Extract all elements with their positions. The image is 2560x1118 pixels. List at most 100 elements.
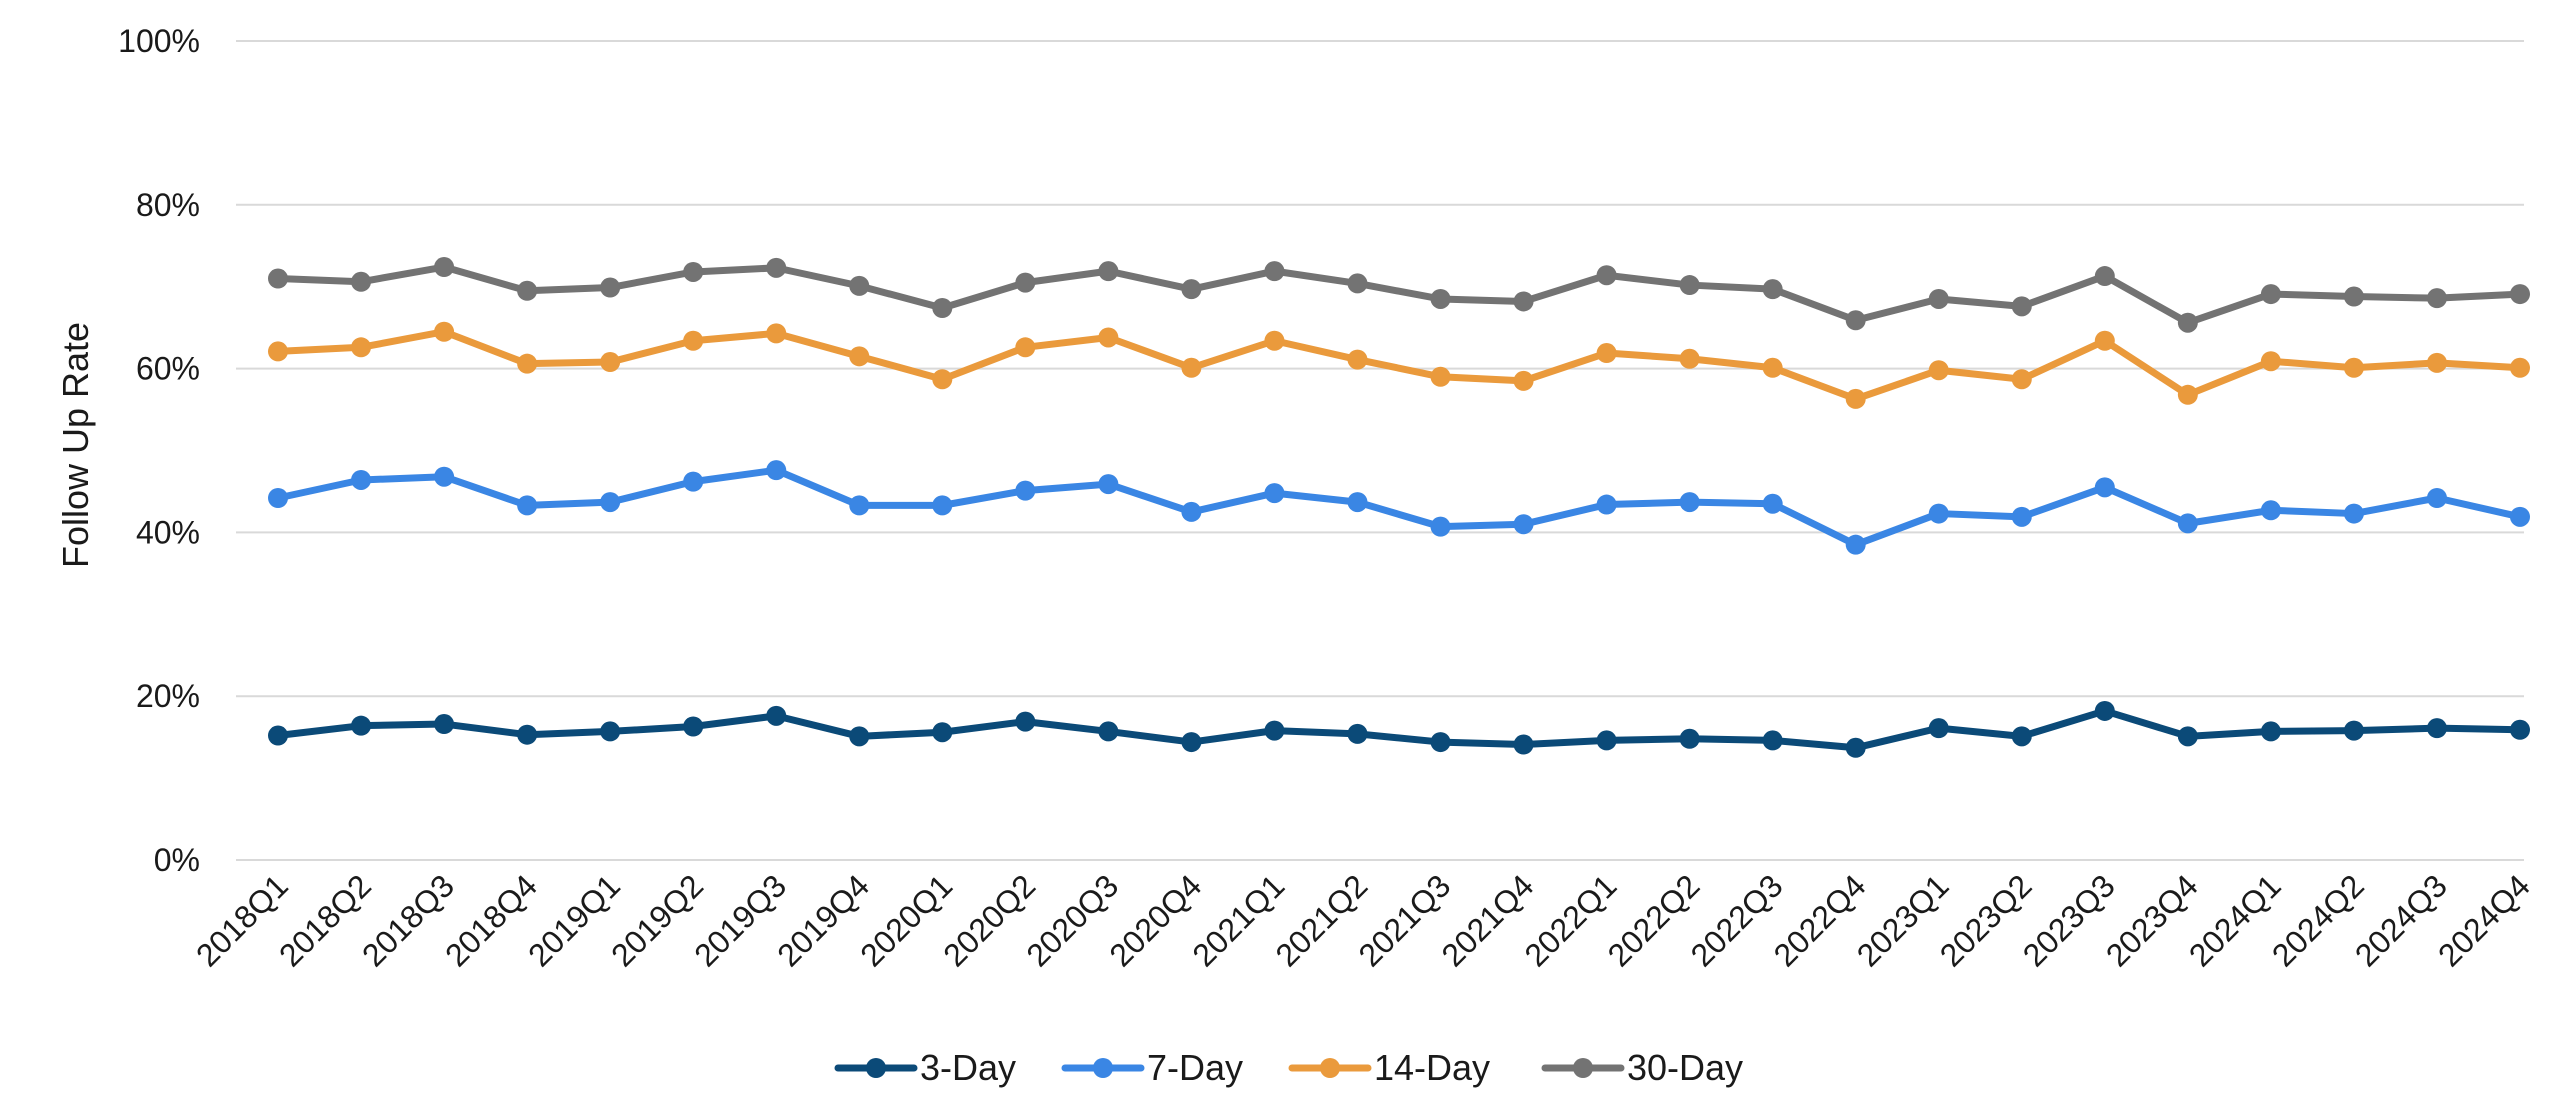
data-point	[1596, 730, 1617, 751]
data-point	[600, 352, 621, 373]
data-point	[351, 469, 372, 490]
legend-item: 30-Day	[1541, 1047, 1743, 1088]
y-tick-label: 60%	[136, 351, 200, 387]
x-tick-label: 2024Q2	[2265, 867, 2371, 973]
x-axis-ticks: 2018Q12018Q22018Q32018Q42019Q12019Q22019…	[189, 867, 2537, 973]
data-point	[683, 261, 704, 282]
data-point	[2343, 357, 2364, 378]
data-point	[1347, 492, 1368, 513]
series-line	[274, 466, 2524, 549]
data-point	[2011, 369, 2032, 390]
data-point	[268, 488, 288, 509]
data-point	[1679, 728, 1700, 749]
data-point	[2260, 721, 2281, 742]
data-point	[1430, 288, 1451, 309]
x-tick-label: 2023Q2	[1933, 867, 2039, 973]
x-tick-label: 2018Q2	[272, 867, 378, 973]
data-point	[517, 353, 538, 374]
data-point	[683, 471, 704, 492]
data-point	[434, 466, 455, 487]
series-7-day	[268, 460, 2530, 555]
data-point	[434, 321, 455, 342]
data-point	[1513, 291, 1534, 312]
data-point	[2260, 284, 2281, 305]
x-tick-label: 2020Q3	[1019, 867, 1125, 973]
data-point	[1098, 261, 1119, 282]
data-point	[2426, 718, 2447, 739]
data-point	[2510, 719, 2530, 740]
data-point	[1347, 273, 1368, 294]
data-point	[1845, 737, 1866, 758]
data-point	[1264, 261, 1285, 282]
data-point	[1264, 483, 1285, 504]
x-tick-label: 2024Q1	[2182, 867, 2288, 973]
data-point	[2426, 288, 2447, 309]
data-point	[2177, 312, 2198, 333]
data-point	[1098, 327, 1119, 348]
y-tick-label: 0%	[154, 842, 200, 878]
data-point	[2426, 488, 2447, 509]
data-point	[1181, 501, 1202, 522]
x-tick-label: 2019Q2	[604, 867, 710, 973]
x-tick-label: 2022Q2	[1601, 867, 1707, 973]
x-tick-label: 2024Q4	[2431, 867, 2537, 973]
data-point	[849, 495, 870, 516]
x-tick-label: 2023Q1	[1850, 867, 1956, 973]
data-point	[1845, 388, 1866, 409]
legend-item: 7-Day	[1061, 1047, 1243, 1088]
data-point	[2094, 477, 2115, 498]
legend: 3-Day 7-Day 14-Day 30-Day	[834, 1047, 1743, 1088]
legend-swatch-marker	[866, 1058, 886, 1078]
data-point	[268, 341, 288, 362]
x-tick-label: 2023Q4	[2099, 867, 2205, 973]
data-point	[1928, 503, 1949, 524]
x-tick-label: 2022Q3	[1684, 867, 1790, 973]
data-point	[1596, 494, 1617, 515]
x-tick-label: 2019Q1	[521, 867, 627, 973]
data-point	[2260, 351, 2281, 372]
data-point	[1513, 734, 1534, 755]
legend-label: 14-Day	[1374, 1047, 1490, 1088]
series-line	[274, 328, 2524, 403]
data-point	[1264, 330, 1285, 351]
data-point	[2094, 330, 2115, 351]
legend-label: 7-Day	[1147, 1047, 1243, 1088]
data-point	[683, 716, 704, 737]
data-point	[1513, 370, 1534, 391]
data-point	[351, 271, 372, 292]
data-point	[1015, 272, 1036, 293]
data-point	[1845, 534, 1866, 555]
x-tick-label: 2021Q4	[1435, 867, 1541, 973]
y-axis-title: Follow Up Rate	[55, 322, 96, 568]
data-point	[2011, 726, 2032, 747]
data-point	[766, 257, 787, 278]
x-tick-label: 2018Q3	[355, 867, 461, 973]
data-point	[1264, 720, 1285, 741]
data-point	[932, 722, 953, 743]
legend-swatch-marker	[1573, 1058, 1593, 1078]
data-point	[1928, 288, 1949, 309]
data-point	[2177, 384, 2198, 405]
data-point	[1181, 357, 1202, 378]
x-tick-label: 2018Q4	[438, 867, 544, 973]
data-point	[1762, 279, 1783, 300]
series-30-day	[268, 257, 2530, 333]
y-axis-ticks: 0% 20% 40% 60% 80% 100%	[118, 23, 200, 878]
data-point	[2177, 726, 2198, 747]
y-tick-label: 80%	[136, 187, 200, 223]
data-point	[1347, 723, 1368, 744]
data-point	[932, 369, 953, 390]
data-point	[2011, 296, 2032, 317]
data-point	[1181, 732, 1202, 753]
data-point	[600, 492, 621, 513]
x-tick-label: 2020Q4	[1102, 867, 1208, 973]
x-tick-label: 2018Q1	[189, 867, 295, 973]
data-point	[1347, 349, 1368, 370]
data-point	[1679, 348, 1700, 369]
data-point	[1762, 493, 1783, 514]
legend-label: 30-Day	[1627, 1047, 1743, 1088]
data-point	[2510, 357, 2530, 378]
data-point	[1098, 474, 1119, 495]
data-point	[2177, 513, 2198, 534]
data-point	[1513, 514, 1534, 535]
